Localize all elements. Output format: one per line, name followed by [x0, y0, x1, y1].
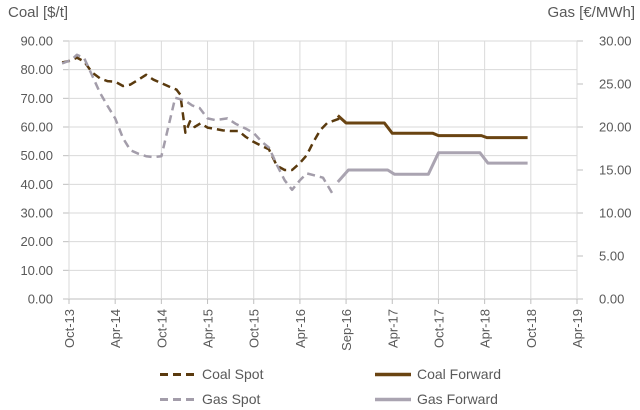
legend-label-gas-spot: Gas Spot [202, 391, 261, 407]
y-left-axis-label: 20.00 [20, 234, 53, 249]
series-line-gas-forward [336, 151, 528, 183]
x-axis-label: Oct-14 [154, 309, 169, 348]
x-axis-label: Apr-18 [478, 309, 493, 348]
x-axis-label: Apr-15 [201, 309, 216, 348]
y-left-axis-label: 60.00 [20, 120, 53, 135]
legend-item-gas-spot: Gas Spot [159, 391, 260, 407]
left-axis-title: Coal [$/t] [8, 4, 69, 21]
y-right-axis-label: 20.00 [599, 120, 632, 135]
y-right-axis-label: 25.00 [599, 77, 632, 92]
x-axis-label: Apr-16 [293, 309, 308, 348]
x-axis-label: Oct-15 [247, 309, 262, 348]
right-axis-title: Gas [€/MWh] [547, 4, 635, 21]
y-left-axis-label: 70.00 [20, 91, 53, 106]
gas-forward-line-sample-icon [375, 397, 411, 401]
x-axis-label: Oct-17 [431, 309, 446, 348]
coal-spot-line-sample-icon [160, 372, 196, 376]
legend-label-coal-forward: Coal Forward [417, 366, 502, 382]
y-right-axis-label: 0.00 [599, 292, 624, 307]
y-left-axis-label: 30.00 [20, 206, 53, 221]
series-line-coal-forward [336, 114, 528, 140]
x-axis-label: Oct-18 [524, 309, 539, 348]
x-axis-label: Apr-14 [108, 309, 123, 348]
y-left-axis-label: 0.00 [28, 292, 53, 307]
legend-item-gas-forward: Gas Forward [374, 391, 498, 407]
y-right-axis-label: 5.00 [599, 249, 624, 264]
x-axis-label: Oct-13 [62, 309, 77, 348]
y-right-axis-label: 10.00 [599, 206, 632, 221]
series-line-coal-spot [61, 56, 341, 172]
gas-spot-line-sample-icon [160, 397, 196, 401]
legend-label-gas-forward: Gas Forward [417, 391, 498, 407]
y-left-axis-label: 50.00 [20, 148, 53, 163]
legend-item-coal-spot: Coal Spot [159, 366, 263, 382]
x-axis-label: Apr-17 [385, 309, 400, 348]
x-axis-label: Sep-16 [339, 309, 354, 351]
coal-forward-line-sample-icon [375, 372, 411, 376]
y-right-axis-label: 30.00 [599, 34, 632, 49]
x-axis-label: Apr-19 [570, 309, 585, 348]
series-line-gas-spot [61, 53, 335, 196]
legend-item-coal-forward: Coal Forward [374, 366, 501, 382]
y-left-axis-label: 80.00 [20, 62, 53, 77]
y-left-axis-label: 10.00 [20, 263, 53, 278]
legend-label-coal-spot: Coal Spot [202, 366, 264, 382]
y-right-axis-label: 15.00 [599, 163, 632, 178]
y-left-axis-label: 40.00 [20, 177, 53, 192]
y-left-axis-label: 90.00 [20, 34, 53, 49]
